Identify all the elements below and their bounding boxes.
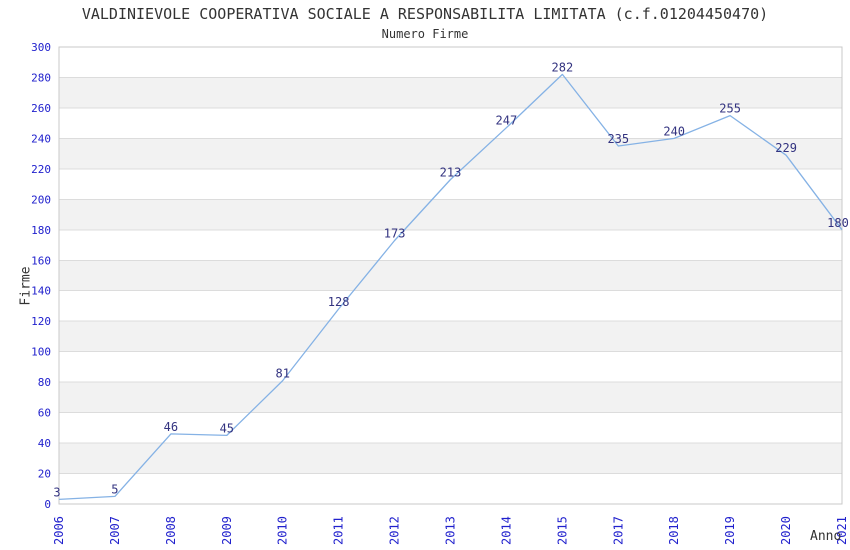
x-tick-label: 2007 bbox=[108, 516, 122, 545]
y-tick-label: 100 bbox=[31, 346, 51, 359]
y-tick-label: 160 bbox=[31, 254, 51, 267]
grid-band bbox=[59, 199, 842, 230]
x-axis-title: Anno bbox=[810, 529, 842, 544]
grid-band bbox=[59, 260, 842, 291]
x-tick-label: 2012 bbox=[388, 516, 402, 545]
data-label: 235 bbox=[607, 132, 629, 146]
x-tick-label: 2010 bbox=[276, 516, 290, 545]
y-tick-label: 180 bbox=[31, 224, 51, 237]
data-label: 173 bbox=[384, 227, 406, 241]
x-tick-label: 2021 bbox=[835, 516, 849, 545]
data-label: 255 bbox=[719, 102, 741, 116]
chart-subtitle: Numero Firme bbox=[381, 27, 469, 41]
x-tick-label: 2017 bbox=[611, 516, 625, 545]
data-label: 180 bbox=[827, 216, 849, 230]
y-tick-label: 60 bbox=[38, 407, 51, 420]
data-label: 5 bbox=[111, 482, 118, 496]
data-label: 229 bbox=[775, 141, 797, 155]
x-tick-label: 2011 bbox=[332, 516, 346, 545]
y-tick-label: 80 bbox=[38, 376, 51, 389]
y-tick-label: 300 bbox=[31, 41, 51, 54]
grid-band bbox=[59, 77, 842, 108]
y-tick-label: 40 bbox=[38, 437, 51, 450]
data-line bbox=[58, 73, 843, 501]
grid-band bbox=[59, 443, 842, 474]
data-label: 282 bbox=[552, 60, 574, 74]
grid-band bbox=[59, 321, 842, 352]
x-tick-label: 2008 bbox=[164, 516, 178, 545]
y-tick-label: 120 bbox=[31, 315, 51, 328]
y-tick-label: 0 bbox=[44, 498, 51, 511]
data-label: 240 bbox=[663, 124, 685, 138]
data-label: 46 bbox=[164, 420, 178, 434]
data-label: 45 bbox=[220, 421, 234, 435]
data-label: 213 bbox=[440, 166, 462, 180]
data-label: 81 bbox=[275, 367, 289, 381]
plot-border bbox=[58, 46, 843, 505]
y-tick-label: 220 bbox=[31, 163, 51, 176]
y-tick-label: 260 bbox=[31, 102, 51, 115]
y-tick-label: 140 bbox=[31, 285, 51, 298]
y-tick-label: 240 bbox=[31, 132, 51, 145]
y-tick-label: 280 bbox=[31, 72, 51, 85]
chart-title: VALDINIEVOLE COOPERATIVA SOCIALE A RESPO… bbox=[81, 5, 769, 23]
x-tick-label: 2018 bbox=[667, 516, 681, 545]
data-label: 247 bbox=[496, 114, 518, 128]
x-tick-label: 2013 bbox=[444, 516, 458, 545]
y-tick-label: 20 bbox=[38, 468, 51, 481]
x-tick-label: 2014 bbox=[499, 516, 513, 545]
x-tick-label: 2006 bbox=[52, 516, 66, 545]
x-tick-label: 2015 bbox=[555, 516, 569, 545]
x-tick-label: 2020 bbox=[779, 516, 793, 545]
x-tick-label: 2009 bbox=[220, 516, 234, 545]
data-label: 128 bbox=[328, 295, 350, 309]
x-tick-label: 2019 bbox=[723, 516, 737, 545]
y-tick-label: 200 bbox=[31, 193, 51, 206]
grid-band bbox=[59, 382, 842, 413]
grid-band bbox=[59, 138, 842, 169]
data-label: 3 bbox=[53, 485, 60, 499]
